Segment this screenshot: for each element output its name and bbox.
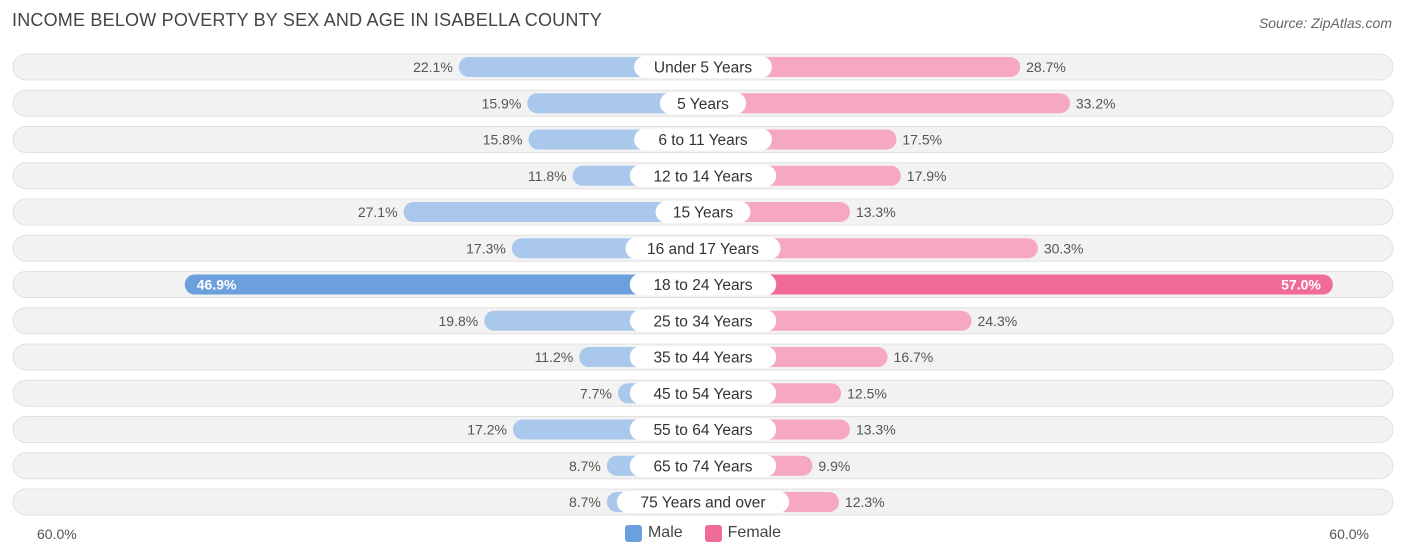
category-pill (629, 454, 777, 477)
female-value-label: 13.3% (856, 422, 896, 438)
category-label: 25 to 34 Years (653, 313, 752, 330)
category-pill (629, 273, 777, 296)
legend-label-female: Female (727, 524, 782, 541)
category-label: 45 to 54 Years (653, 386, 752, 403)
legend-item-female[interactable]: Female (704, 524, 782, 542)
male-value-label: 46.9% (197, 277, 237, 293)
female-value-label: 9.9% (818, 458, 850, 474)
female-value-label: 30.3% (1044, 240, 1084, 256)
category-pill (629, 418, 777, 441)
male-value-label: 15.9% (482, 95, 522, 111)
female-value-label: 12.3% (845, 494, 885, 510)
category-pill (625, 237, 781, 260)
axis-left-label: 60.0% (37, 526, 77, 542)
female-bar (703, 93, 1070, 114)
male-bar (184, 274, 703, 295)
category-label: 16 and 17 Years (647, 241, 759, 258)
male-value-label: 17.2% (467, 422, 507, 438)
category-label: 35 to 44 Years (653, 350, 752, 367)
male-value-label: 22.1% (413, 59, 453, 75)
category-label: 12 to 14 Years (653, 168, 752, 185)
category-label: 15 Years (673, 205, 734, 222)
category-pill (629, 382, 777, 405)
male-value-label: 8.7% (569, 458, 601, 474)
category-label: 75 Years and over (641, 495, 766, 512)
male-value-label: 11.8% (528, 168, 567, 184)
category-pill (634, 128, 772, 151)
axis-right-label: 60.0% (1329, 526, 1369, 542)
male-value-label: 27.1% (358, 204, 398, 220)
category-label: Under 5 Years (654, 60, 752, 77)
female-bar (703, 238, 1038, 259)
female-value-label: 12.5% (847, 385, 887, 401)
category-label: 65 to 74 Years (653, 458, 752, 475)
female-value-label: 17.9% (907, 168, 947, 184)
category-pill (634, 56, 772, 78)
category-label: 55 to 64 Years (653, 422, 752, 439)
female-value-label: 17.5% (902, 132, 942, 148)
male-value-label: 7.7% (580, 385, 612, 401)
male-bar (527, 93, 703, 114)
legend-swatch-male (624, 524, 642, 542)
category-pill (655, 201, 751, 223)
male-value-label: 11.2% (535, 349, 574, 365)
legend-label-male: Male (647, 524, 683, 541)
female-bar (703, 274, 1333, 295)
female-value-label: 24.3% (978, 313, 1018, 329)
category-label: 5 Years (677, 96, 729, 113)
female-value-label: 28.7% (1026, 59, 1066, 75)
category-label: 18 to 24 Years (653, 277, 752, 294)
category-pill (629, 309, 777, 332)
male-value-label: 8.7% (569, 494, 601, 510)
legend-swatch-female (704, 524, 722, 542)
category-pill (616, 491, 790, 513)
male-value-label: 15.8% (483, 132, 523, 148)
female-value-label: 13.3% (856, 204, 896, 220)
category-pill (629, 164, 777, 187)
chart-title: INCOME BELOW POVERTY BY SEX AND AGE IN I… (12, 10, 602, 30)
male-value-label: 19.8% (439, 313, 479, 329)
category-pill (629, 346, 777, 368)
category-label: 6 to 11 Years (658, 132, 748, 149)
legend-item-male[interactable]: Male (624, 524, 683, 542)
female-value-label: 16.7% (894, 349, 934, 365)
legend: Male Female (0, 524, 1406, 542)
male-value-label: 17.3% (466, 240, 506, 256)
female-bar (703, 57, 1021, 77)
male-bar (403, 202, 703, 222)
diverging-bar-chart: 22.1% 28.7% Under 5 Years 15.9% 33.2% 5 Years… (12, 53, 1394, 516)
category-pill (659, 92, 747, 115)
female-value-label: 57.0% (1281, 277, 1321, 293)
female-value-label: 33.2% (1076, 95, 1116, 111)
source-label: Source: ZipAtlas.com (1258, 15, 1392, 31)
